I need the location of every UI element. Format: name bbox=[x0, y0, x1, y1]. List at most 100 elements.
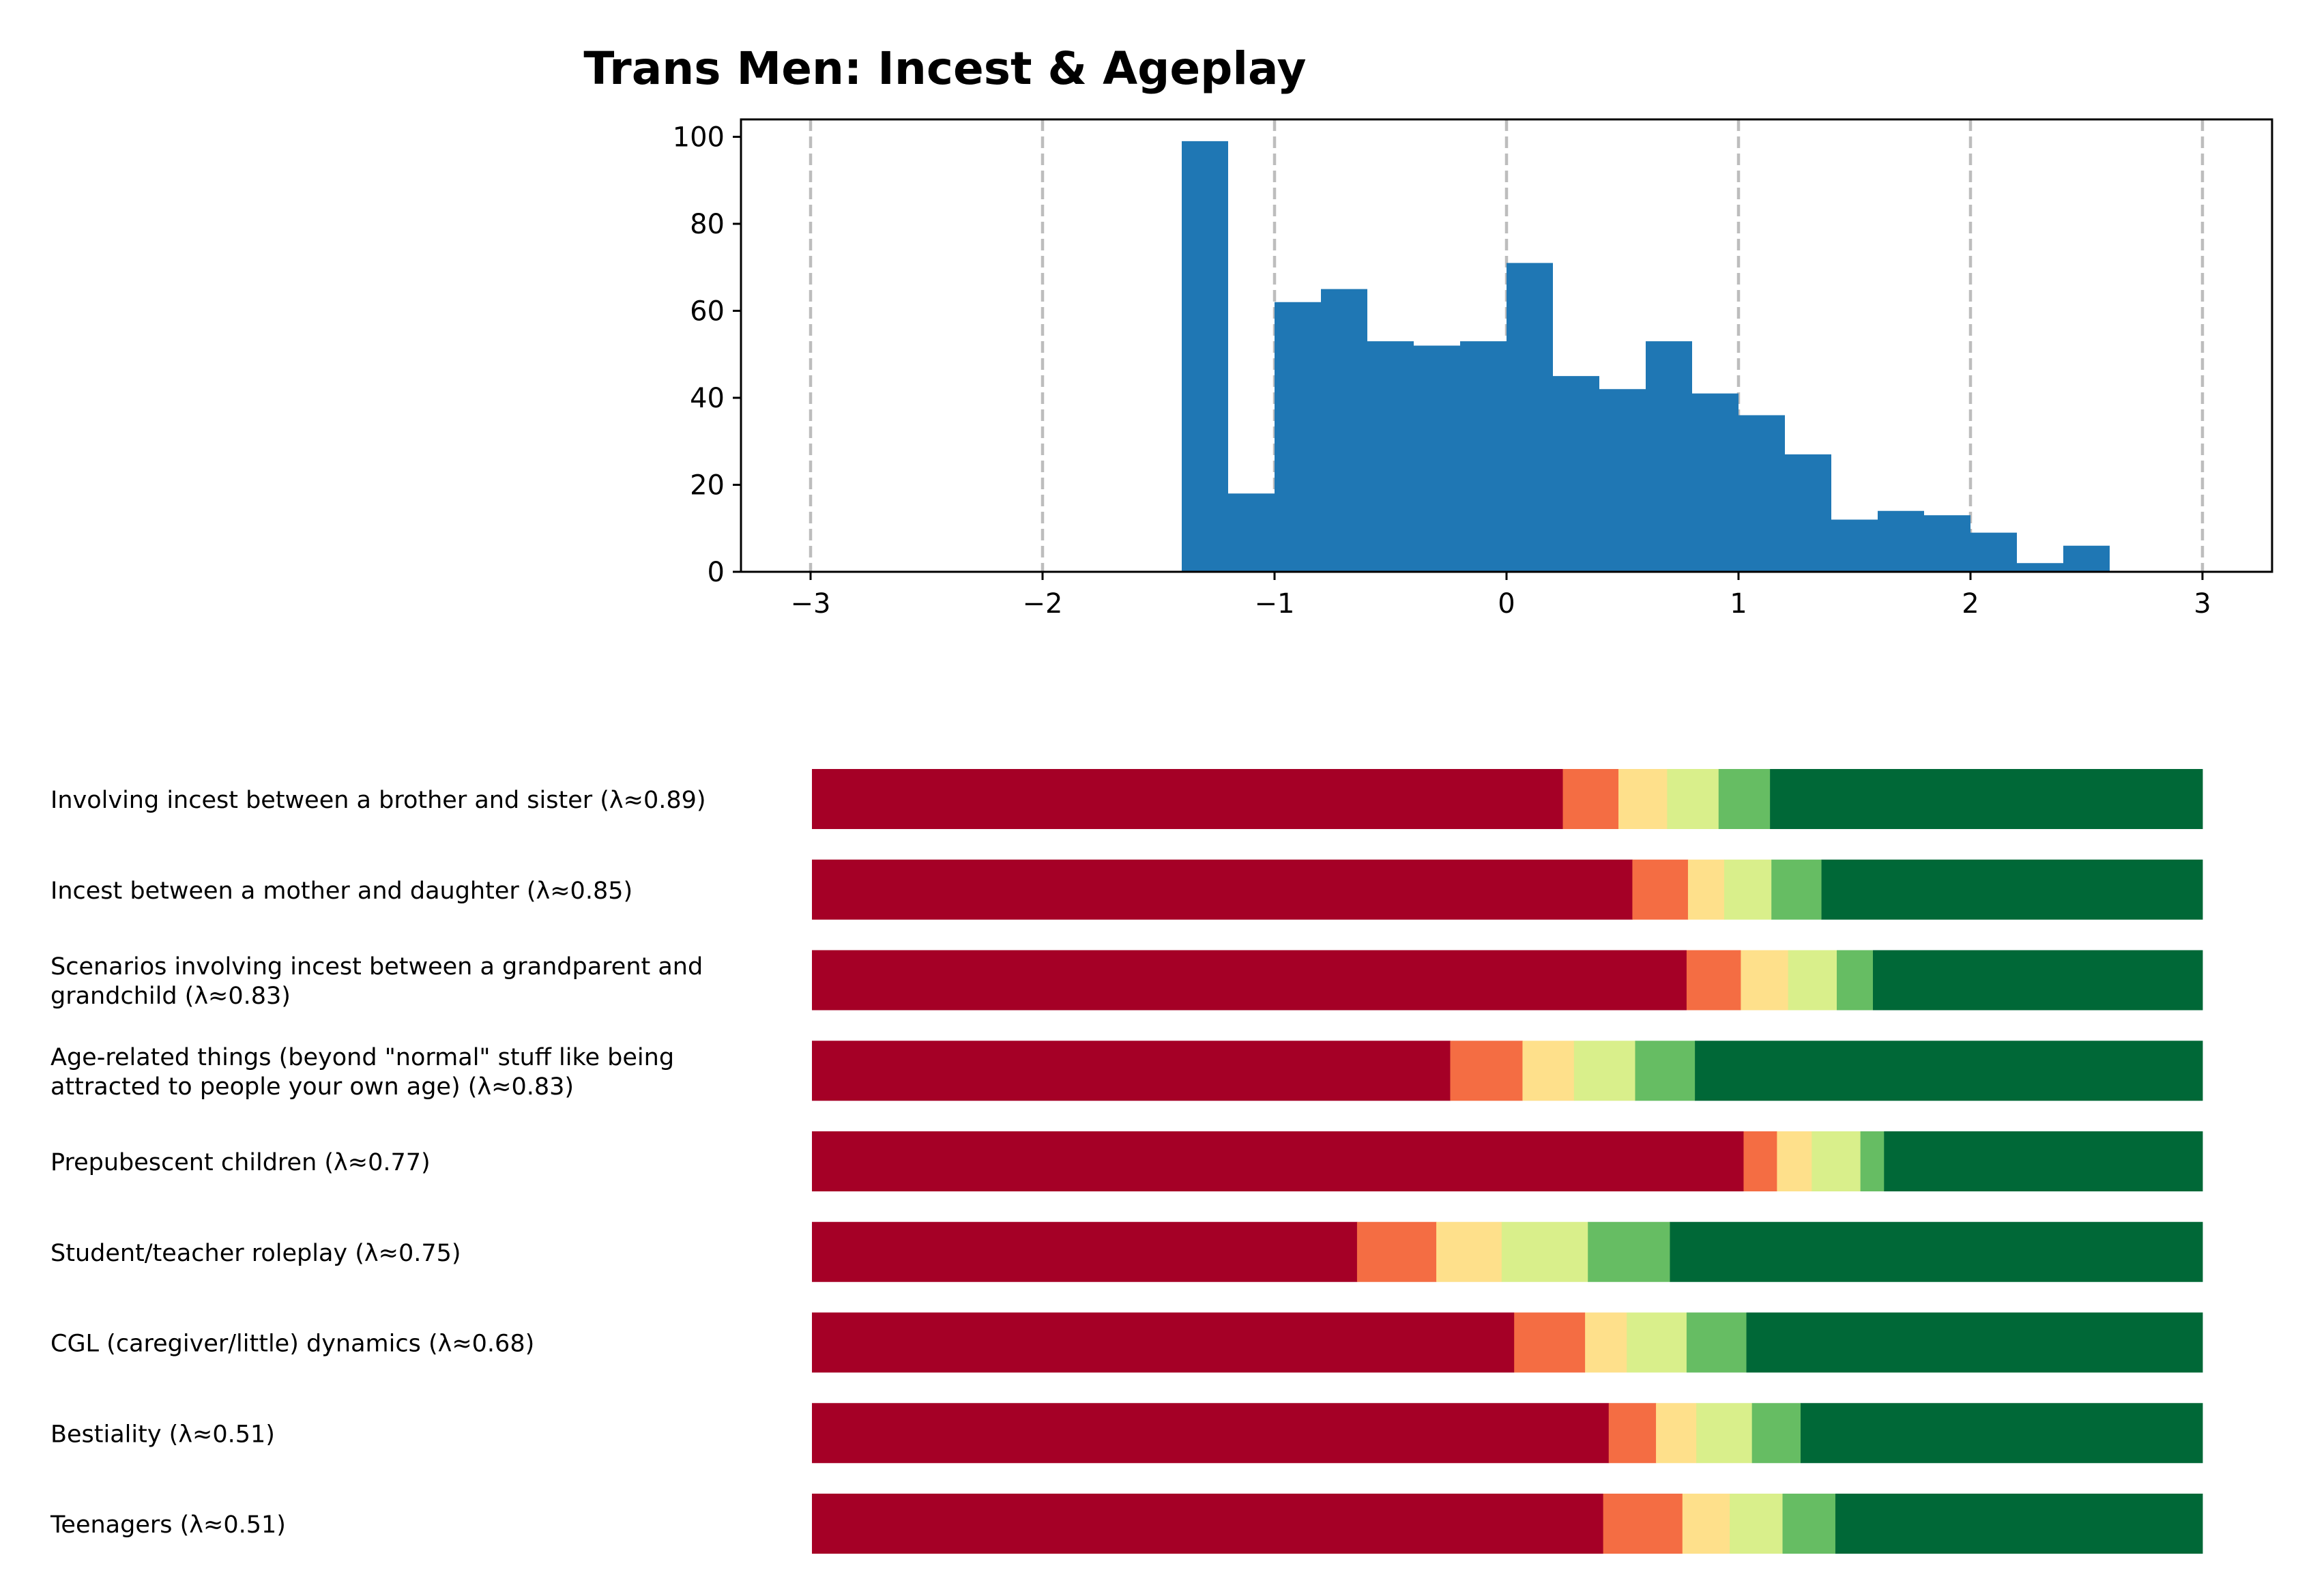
histogram-bar bbox=[1321, 289, 1367, 572]
y-tick-label: 20 bbox=[690, 470, 725, 502]
stacked-bar-segment bbox=[1686, 1312, 1747, 1373]
stacked-bar-segment bbox=[1687, 859, 1725, 920]
stacked-bar-segment bbox=[1618, 769, 1668, 829]
histogram-bar bbox=[1924, 515, 1970, 572]
stacked-bar-segment bbox=[1835, 1494, 2203, 1554]
stacked-bar-segment bbox=[1356, 1221, 1437, 1282]
stacked-bar-segment bbox=[1770, 769, 2203, 829]
stacked-bar-segment bbox=[1573, 1041, 1635, 1101]
stacked-bar-segment bbox=[1667, 769, 1719, 829]
stacked-bar-segment bbox=[1501, 1221, 1588, 1282]
stacked-bar-segment bbox=[1603, 1494, 1683, 1554]
y-tick-label: 80 bbox=[690, 209, 725, 240]
histogram-bar bbox=[1878, 510, 1924, 572]
stacked-bar-segment bbox=[812, 1221, 1358, 1282]
stacked-bar-segment bbox=[1632, 859, 1689, 920]
stacked-bar-segment bbox=[812, 1494, 1604, 1554]
category-label: Bestiality (λ≈0.51) bbox=[50, 1421, 275, 1448]
stacked-bar-segment bbox=[1860, 1131, 1885, 1191]
stacked-bar-segment bbox=[1821, 859, 2203, 920]
stacked-bar-segment bbox=[1695, 1041, 2203, 1101]
stacked-bar-segment bbox=[812, 859, 1633, 920]
category-label: Student/teacher roleplay (λ≈0.75) bbox=[50, 1240, 461, 1267]
category-label: Prepubescent children (λ≈0.77) bbox=[50, 1149, 431, 1176]
stacked-bar-segment bbox=[1522, 1041, 1575, 1101]
category-label: Incest between a mother and daughter (λ≈… bbox=[50, 877, 632, 905]
x-tick-label: 1 bbox=[1730, 588, 1747, 620]
chart-title: Trans Men: Incest & Ageplay bbox=[583, 42, 1306, 95]
category-label: Involving incest between a brother and s… bbox=[50, 787, 706, 814]
histogram-bar bbox=[1553, 376, 1599, 572]
stacked-bar-segment bbox=[812, 950, 1687, 1011]
stacked-bar-segment bbox=[1670, 1221, 2203, 1282]
stacked-bar-segment bbox=[1718, 769, 1771, 829]
stacked-bar-segment bbox=[1771, 859, 1822, 920]
stacked-bar-segment bbox=[1837, 950, 1874, 1011]
histogram-bar bbox=[1646, 341, 1692, 572]
stacked-bar-segment bbox=[1635, 1041, 1696, 1101]
histogram-bar bbox=[1460, 341, 1507, 572]
histogram-bar bbox=[1367, 341, 1414, 572]
x-tick-label: −1 bbox=[1255, 588, 1295, 620]
stacked-bar-segment bbox=[812, 1312, 1515, 1373]
histogram-bar bbox=[1507, 263, 1553, 572]
y-tick-label: 100 bbox=[673, 122, 725, 154]
histogram-bar bbox=[1414, 345, 1460, 572]
stacked-bar-segment bbox=[1801, 1403, 2203, 1464]
stacked-bar-segment bbox=[812, 1403, 1610, 1464]
x-tick-label: 3 bbox=[2194, 588, 2211, 620]
histogram-bar bbox=[1275, 302, 1321, 572]
stacked-bar-segment bbox=[1746, 1312, 2203, 1373]
category-label: attracted to people your own age) (λ≈0.8… bbox=[50, 1073, 574, 1101]
stacked-bar-segment bbox=[1723, 859, 1772, 920]
stacked-bar-segment bbox=[1751, 1403, 1801, 1464]
x-tick-label: −3 bbox=[791, 588, 831, 620]
category-label: grandchild (λ≈0.83) bbox=[50, 983, 291, 1010]
stacked-bar-segment bbox=[1585, 1312, 1627, 1373]
stacked-bar-segment bbox=[1656, 1403, 1697, 1464]
stacked-bar-segment bbox=[1743, 1131, 1777, 1191]
histogram-bar bbox=[1739, 415, 1785, 572]
x-tick-label: 0 bbox=[1498, 588, 1515, 620]
histogram-bar bbox=[2063, 545, 2110, 572]
x-tick-label: 2 bbox=[1962, 588, 1979, 620]
histogram-bar bbox=[1785, 454, 1831, 572]
stacked-bar-segment bbox=[1562, 769, 1619, 829]
x-tick-label: −2 bbox=[1023, 588, 1063, 620]
stacked-bar-segment bbox=[1884, 1131, 2203, 1191]
y-tick-label: 40 bbox=[690, 383, 725, 414]
stacked-bar-segment bbox=[1686, 950, 1741, 1011]
stacked-bar-segment bbox=[1608, 1403, 1657, 1464]
histogram-bar bbox=[1182, 141, 1228, 572]
stacked-bar-segment bbox=[1450, 1041, 1523, 1101]
stacked-bar-segment bbox=[1872, 950, 2203, 1011]
stacked-bar-segment bbox=[1696, 1403, 1753, 1464]
histogram-bar bbox=[1228, 493, 1275, 572]
stacked-bar-segment bbox=[1514, 1312, 1586, 1373]
stacked-bar-segment bbox=[812, 769, 1564, 829]
stacked-bar-segment bbox=[812, 1041, 1451, 1101]
stacked-bar-segment bbox=[1777, 1131, 1812, 1191]
stacked-bar-segment bbox=[1588, 1221, 1670, 1282]
category-label: CGL (caregiver/little) dynamics (λ≈0.68) bbox=[50, 1331, 534, 1358]
stacked-bar-segment bbox=[1812, 1131, 1861, 1191]
stacked-bar-segment bbox=[1741, 950, 1789, 1011]
y-tick-label: 0 bbox=[708, 557, 725, 588]
stacked-bar-segment bbox=[1730, 1494, 1784, 1554]
histogram-bar bbox=[1831, 519, 1878, 572]
stacked-bar-segment bbox=[1782, 1494, 1836, 1554]
stacked-bar-plot: Involving incest between a brother and s… bbox=[50, 769, 2203, 1554]
histogram-bar bbox=[1692, 393, 1739, 572]
histogram-plot: −3 −2 −1 0 1 2 3 0 20 40 60 80 100 bbox=[673, 118, 2273, 620]
stacked-bar-segment bbox=[1436, 1221, 1502, 1282]
histogram-bar bbox=[2017, 563, 2063, 572]
category-label: Teenagers (λ≈0.51) bbox=[50, 1511, 286, 1539]
category-label: Scenarios involving incest between a gra… bbox=[50, 953, 703, 981]
histogram-bar bbox=[1599, 389, 1646, 572]
stacked-bar-segment bbox=[812, 1131, 1744, 1191]
stacked-bar-segment bbox=[1788, 950, 1837, 1011]
y-tick-label: 60 bbox=[690, 296, 725, 328]
stacked-bar-segment bbox=[1682, 1494, 1730, 1554]
histogram-bar bbox=[1970, 532, 2017, 572]
